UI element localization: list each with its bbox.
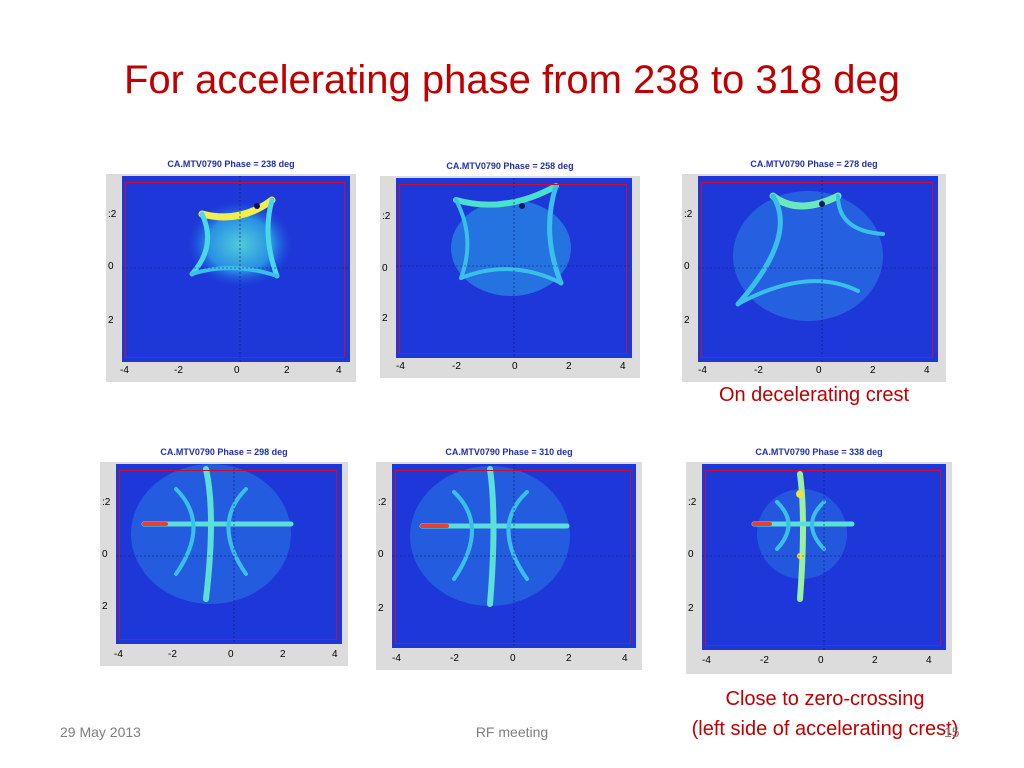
x-tick: -2 <box>754 365 763 376</box>
roi-frame <box>125 182 345 358</box>
x-tick: 0 <box>234 365 240 376</box>
y-tick: 0 <box>684 261 690 272</box>
panel-title: CA.MTV0790 Phase = 338 deg <box>686 444 952 462</box>
y-tick: 2 <box>382 313 388 324</box>
y-tick: 2 <box>102 601 108 612</box>
y-tick: 2 <box>378 603 384 614</box>
y-tick: 0 <box>688 549 694 560</box>
x-tick: 2 <box>284 365 290 376</box>
x-tick: -4 <box>702 655 711 666</box>
x-tick: 4 <box>332 649 338 660</box>
beam-image-panel-338: CA.MTV0790 Phase = 338 deg :2 0 2 -4 -2 … <box>686 444 952 674</box>
x-tick: 0 <box>228 649 234 660</box>
y-tick: 2 <box>108 315 114 326</box>
x-tick: 4 <box>622 653 628 664</box>
beam-image <box>698 176 938 362</box>
beam-image-panel-310: CA.MTV0790 Phase = 310 deg :2 0 2 -4 -2 … <box>376 444 642 670</box>
x-tick: -2 <box>452 361 461 372</box>
roi-frame <box>399 184 627 354</box>
x-tick: 2 <box>566 361 572 372</box>
x-tick: 0 <box>818 655 824 666</box>
beam-profile-graphic <box>122 176 350 362</box>
x-tick: -4 <box>120 365 129 376</box>
roi-frame <box>119 470 337 640</box>
beam-image <box>392 464 636 648</box>
beam-image-panel-298: CA.MTV0790 Phase = 298 deg :2 0 2 -4 -2 … <box>100 444 348 666</box>
y-tick: :2 <box>382 211 391 222</box>
y-tick: 0 <box>108 261 114 272</box>
footer-date: 29 May 2013 <box>60 724 141 740</box>
beam-image <box>116 464 342 644</box>
zero-crossing-caption-line1: Close to zero-crossing <box>725 688 925 710</box>
roi-frame <box>701 182 933 358</box>
y-tick: :2 <box>684 209 693 220</box>
decelerating-crest-caption: On decelerating crest <box>718 384 910 406</box>
x-tick: 4 <box>924 365 930 376</box>
y-tick: 2 <box>688 603 694 614</box>
y-tick: :2 <box>102 497 111 508</box>
x-tick: 2 <box>280 649 286 660</box>
beam-image <box>702 464 946 650</box>
x-tick: -2 <box>174 365 183 376</box>
panel-title: CA.MTV0790 Phase = 278 deg <box>682 156 946 174</box>
slide-title: For accelerating phase from 238 to 318 d… <box>123 58 901 102</box>
x-tick: -2 <box>168 649 177 660</box>
roi-frame <box>395 470 631 644</box>
footer-center: RF meeting <box>475 724 549 740</box>
beam-image <box>396 178 632 358</box>
x-tick: 2 <box>566 653 572 664</box>
beam-image-panel-278: CA.MTV0790 Phase = 278 deg :2 0 2 -4 -2 … <box>682 156 946 382</box>
beam-image-panel-238: CA.MTV0790 Phase = 238 deg :2 0 2 -4 -2 … <box>106 156 356 382</box>
y-tick: 0 <box>378 549 384 560</box>
slide-number: 15 <box>944 724 960 740</box>
beam-image <box>122 176 350 362</box>
x-tick: 0 <box>816 365 822 376</box>
y-tick: 0 <box>102 549 108 560</box>
beam-image-panel-258: CA.MTV0790 Phase = 258 deg :2 0 2 -4 -2 … <box>380 158 640 378</box>
beam-profile-graphic <box>698 176 938 362</box>
x-tick: -2 <box>760 655 769 666</box>
x-tick: -4 <box>698 365 707 376</box>
beam-profile-graphic <box>116 464 342 644</box>
y-tick: :2 <box>378 497 387 508</box>
y-tick: 2 <box>684 315 690 326</box>
x-tick: 4 <box>620 361 626 372</box>
zero-crossing-caption-line2: (left side of accelerating crest) <box>691 718 959 740</box>
y-tick: :2 <box>108 209 117 220</box>
beam-profile-graphic <box>396 178 632 358</box>
panel-title: CA.MTV0790 Phase = 238 deg <box>106 156 356 174</box>
x-tick: -2 <box>450 653 459 664</box>
x-tick: -4 <box>396 361 405 372</box>
x-tick: 2 <box>872 655 878 666</box>
x-tick: -4 <box>392 653 401 664</box>
panel-title: CA.MTV0790 Phase = 298 deg <box>100 444 348 462</box>
panel-title: CA.MTV0790 Phase = 258 deg <box>380 158 640 176</box>
y-tick: 0 <box>382 263 388 274</box>
beam-profile-graphic <box>702 464 946 650</box>
y-tick: :2 <box>688 497 697 508</box>
x-tick: 0 <box>510 653 516 664</box>
x-tick: -4 <box>114 649 123 660</box>
x-tick: 4 <box>336 365 342 376</box>
roi-frame <box>705 470 941 646</box>
beam-profile-graphic <box>392 464 636 648</box>
panel-title: CA.MTV0790 Phase = 310 deg <box>376 444 642 462</box>
x-tick: 0 <box>512 361 518 372</box>
x-tick: 2 <box>870 365 876 376</box>
x-tick: 4 <box>926 655 932 666</box>
